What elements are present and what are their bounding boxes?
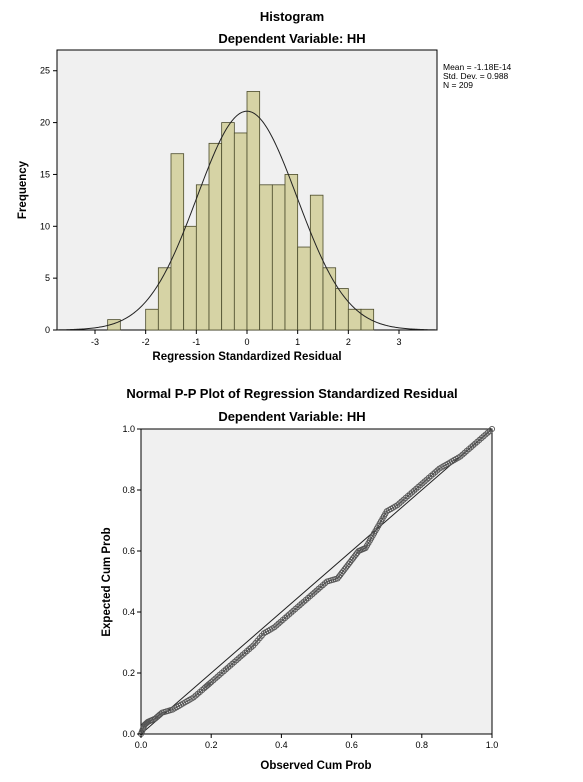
histogram-bars [107, 91, 375, 331]
histogram-bar [208, 142, 223, 331]
pp-y-tick-label: 0.8 [122, 485, 135, 495]
histogram-y-tick-label: 0 [45, 325, 50, 335]
histogram-x-tick-label: 3 [396, 337, 401, 347]
histogram-bar [322, 267, 337, 331]
histogram-bar [183, 225, 197, 331]
histogram-y-tick-label: 15 [40, 169, 50, 179]
histogram-x-tick-label: 2 [346, 337, 351, 347]
pp-x-tick-label: 0.4 [275, 740, 288, 750]
stats-n: N = 209 [443, 80, 473, 90]
normal-curve [56, 110, 438, 331]
histogram-bar [284, 174, 299, 331]
histogram-y-label: Frequency [17, 160, 29, 219]
pp-y-tick-label: 1.0 [122, 424, 135, 434]
histogram-x-ticks: -3 -2 -1 0 1 2 3 [91, 330, 402, 347]
pp-y-ticks: 0.0 0.2 0.4 0.6 0.8 1.0 [122, 424, 141, 739]
histogram-bar [233, 132, 248, 331]
histogram-bar [107, 319, 121, 331]
pp-point [488, 425, 496, 433]
pp-plot-subtitle: Dependent Variable: HH [218, 409, 365, 424]
pp-y-label: Expected Cum Prob [101, 527, 113, 636]
histogram-bar [246, 91, 261, 331]
histogram-y-tick-label: 10 [40, 221, 50, 231]
pp-point [157, 710, 164, 717]
histogram-bar [195, 184, 210, 331]
histogram-subtitle: Dependent Variable: HH [218, 31, 365, 46]
stats-sd: Std. Dev. = 0.988 [443, 71, 509, 81]
histogram-y-ticks: 0 5 10 15 20 25 [40, 66, 57, 335]
pp-x-tick-label: 1.0 [486, 740, 499, 750]
pp-y-tick-label: 0.4 [122, 607, 135, 617]
histogram-x-tick-label: -1 [192, 337, 200, 347]
histogram-bar [170, 153, 185, 331]
pp-reference-line [140, 428, 493, 735]
histogram-x-label: Regression Standardized Residual [152, 351, 341, 363]
histogram-title: Histogram [260, 9, 324, 24]
histogram-bar [309, 194, 324, 331]
pp-point [206, 680, 213, 687]
histogram-y-tick-label: 25 [40, 66, 50, 76]
histogram-x-tick-label: -3 [91, 337, 99, 347]
histogram-bar [360, 308, 375, 331]
pp-y-tick-label: 0.2 [122, 668, 135, 678]
pp-x-ticks: 0.0 0.2 0.4 0.6 0.8 1.0 [135, 734, 499, 750]
pp-y-tick-label: 0.0 [122, 729, 135, 739]
pp-x-tick-label: 0.0 [135, 740, 148, 750]
histogram-y-tick-label: 20 [40, 118, 50, 128]
histogram-bar [335, 288, 349, 331]
histogram-y-tick-label: 5 [45, 273, 50, 283]
pp-x-tick-label: 0.8 [416, 740, 429, 750]
histogram-bar [259, 184, 273, 331]
histogram-x-tick-label: 1 [295, 337, 300, 347]
pp-plot-title: Normal P-P Plot of Regression Standardiz… [126, 386, 457, 401]
pp-x-label: Observed Cum Prob [260, 760, 371, 772]
histogram-x-tick-label: -2 [142, 337, 150, 347]
histogram-x-tick-label: 0 [244, 337, 249, 347]
pp-points [137, 425, 496, 738]
histogram-bar [297, 246, 311, 331]
histogram-bar [145, 308, 159, 331]
stats-mean: Mean = -1.18E-14 [443, 62, 512, 72]
histogram-bar [221, 122, 235, 331]
histogram-bar [271, 184, 286, 331]
histogram-bar [157, 267, 172, 331]
pp-x-tick-label: 0.2 [205, 740, 218, 750]
pp-y-tick-label: 0.6 [122, 546, 135, 556]
pp-x-tick-label: 0.6 [345, 740, 358, 750]
